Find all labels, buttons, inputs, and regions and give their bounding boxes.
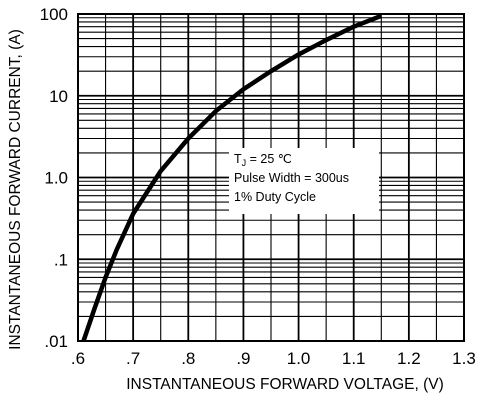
x-tick-label: 1.2 (397, 349, 421, 368)
forward-current-curve (81, 13, 383, 342)
y-tick-label: 100 (40, 5, 68, 24)
annotation-duty-cycle: 1% Duty Cycle (234, 190, 316, 204)
x-tick-label: .8 (181, 349, 195, 368)
x-tick-label: .9 (236, 349, 250, 368)
x-tick-label: 1.3 (452, 349, 476, 368)
y-axis-label: INSTANTANEOUS FORWARD CURRENT, (A) (7, 29, 24, 350)
x-tick-labels: .6 .7 .8 .9 1.0 1.1 1.2 1.3 (71, 349, 476, 368)
annotation-tj-symbol: T (234, 152, 242, 166)
x-tick-label: .7 (126, 349, 140, 368)
annotation-pulse-width: Pulse Width = 300us (234, 171, 349, 185)
y-tick-label: .1 (54, 250, 68, 269)
annotation-tj-value: = 25 ℃ (246, 152, 292, 166)
annotation-tj-subscript: J (242, 158, 247, 168)
y-tick-label: 1.0 (44, 169, 68, 188)
x-tick-label: 1.0 (287, 349, 311, 368)
x-axis-label: INSTANTANEOUS FORWARD VOLTAGE, (V) (126, 376, 444, 393)
y-tick-labels: .01 .1 1.0 10 100 (40, 5, 68, 351)
plot-frame (77, 13, 465, 342)
x-tick-label: 1.1 (342, 349, 366, 368)
x-tick-label: .6 (71, 349, 85, 368)
conditions-annotation: TJ = 25 ℃ Pulse Width = 300us 1% Duty Cy… (229, 148, 379, 214)
y-tick-label: .01 (44, 332, 68, 351)
annotation-tj: TJ = 25 ℃ (234, 152, 292, 168)
y-tick-label: 10 (49, 87, 68, 106)
annotation-background (229, 148, 379, 214)
